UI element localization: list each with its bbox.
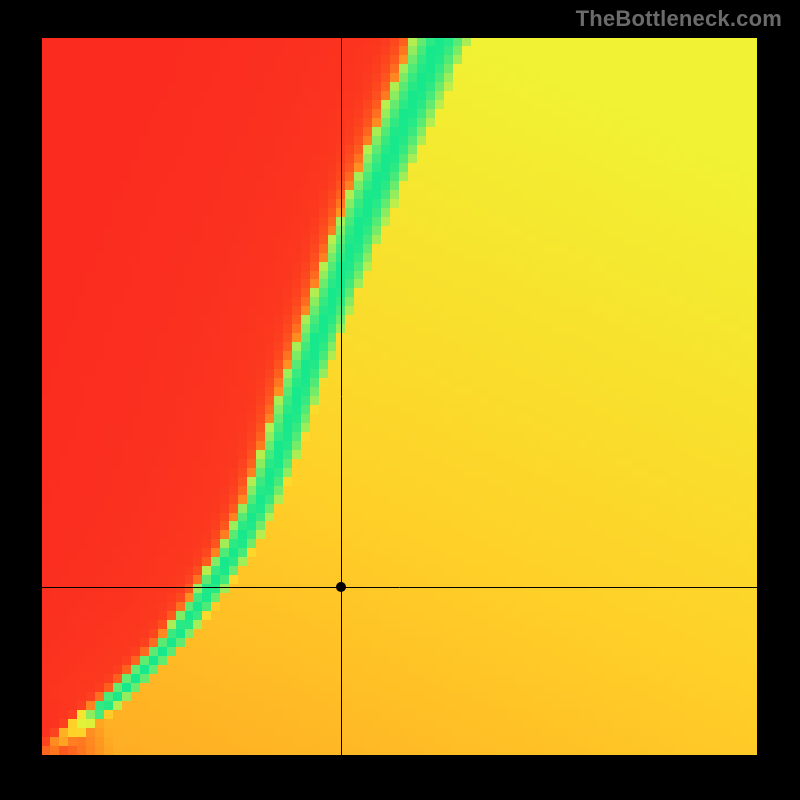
watermark-text: TheBottleneck.com	[576, 6, 782, 32]
bottleneck-heatmap-canvas	[42, 38, 757, 755]
bottleneck-heatmap-container: { "watermark": { "text": "TheBottleneck.…	[0, 0, 800, 800]
